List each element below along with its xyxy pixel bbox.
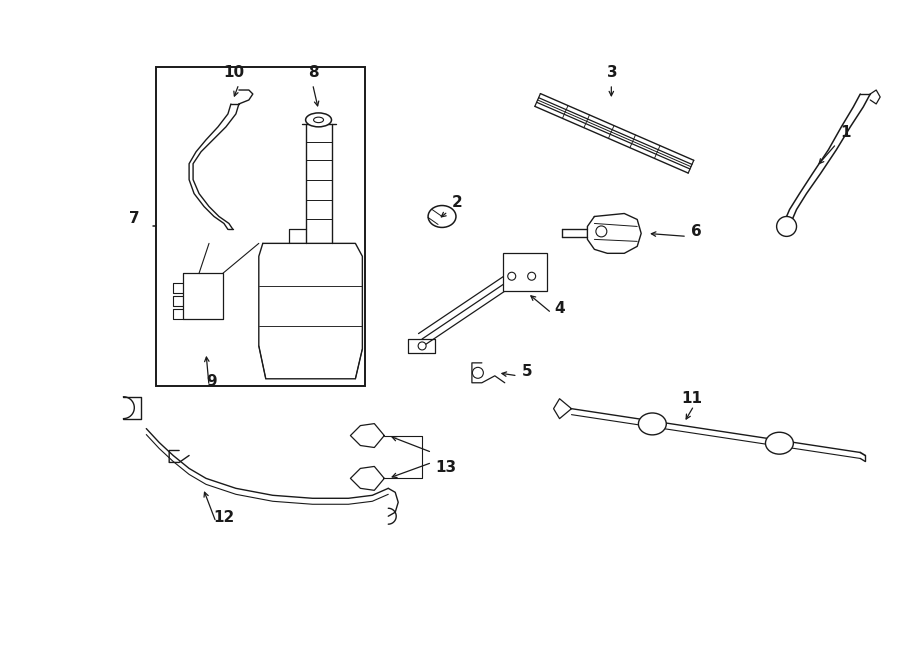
Circle shape (418, 342, 426, 350)
Ellipse shape (306, 113, 331, 127)
Text: 5: 5 (522, 364, 532, 379)
Polygon shape (535, 94, 694, 173)
Circle shape (777, 217, 797, 237)
Text: 6: 6 (691, 224, 702, 239)
Ellipse shape (638, 413, 666, 435)
Circle shape (472, 368, 483, 378)
Text: 1: 1 (841, 125, 850, 140)
Text: 7: 7 (130, 212, 140, 227)
Ellipse shape (313, 117, 323, 123)
Text: 8: 8 (309, 65, 320, 80)
Text: 11: 11 (681, 391, 702, 406)
Text: 2: 2 (452, 194, 463, 210)
Text: 13: 13 (435, 461, 456, 475)
Text: 10: 10 (223, 65, 244, 80)
Circle shape (508, 272, 516, 280)
Bar (157, 67, 365, 386)
Circle shape (596, 226, 607, 237)
Ellipse shape (428, 206, 456, 227)
Text: 4: 4 (554, 301, 565, 316)
Circle shape (527, 272, 536, 280)
Bar (503, 253, 546, 291)
Text: 12: 12 (213, 510, 234, 525)
Text: 3: 3 (608, 65, 618, 80)
Text: 9: 9 (206, 373, 217, 389)
Ellipse shape (766, 432, 794, 454)
